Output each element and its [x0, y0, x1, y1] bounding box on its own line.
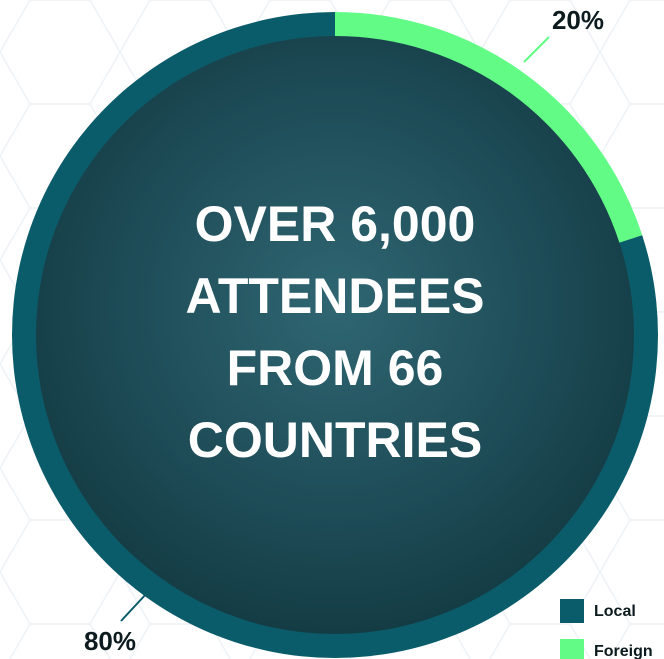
leader-line — [523, 36, 550, 63]
center-photo — [35, 35, 635, 635]
legend: Local Foreign — [560, 599, 653, 659]
donut — [12, 12, 659, 658]
value-label: 80% — [84, 626, 136, 656]
value-label: 20% — [552, 5, 604, 35]
legend-label: Local — [594, 603, 636, 620]
legend-swatch — [560, 639, 584, 659]
legend-swatch — [560, 599, 584, 623]
center-text-line: OVER 6,000 — [195, 196, 476, 252]
donut-slice — [335, 12, 643, 243]
center-text-group: OVER 6,000 ATTENDEES FROM 66 COUNTRIES — [185, 196, 484, 468]
center-text-line: COUNTRIES — [188, 412, 482, 468]
center-text-line: ATTENDEES — [185, 268, 484, 324]
value-labels: 80% 20% — [84, 5, 604, 656]
legend-label: Foreign — [594, 643, 653, 659]
leader-line — [120, 592, 148, 622]
center-text-line: FROM 66 — [227, 340, 444, 396]
